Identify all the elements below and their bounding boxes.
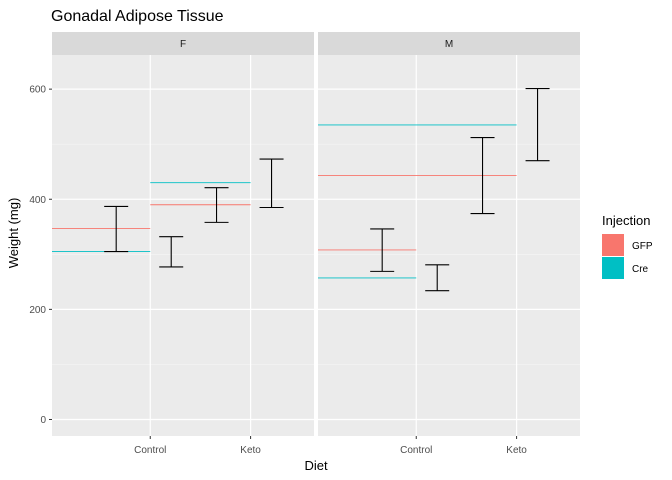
panel-background: [318, 55, 580, 436]
chart-title: Gonadal Adipose Tissue: [51, 8, 224, 25]
y-axis: 0 200 400 600: [29, 85, 52, 426]
facet-strip: [52, 32, 314, 55]
y-tick-label: 400: [29, 195, 46, 206]
y-axis-title: Weight (mg): [6, 198, 21, 269]
legend-swatch-cre: [602, 257, 624, 279]
legend-title: Injection: [602, 213, 650, 228]
panel-background: [52, 55, 314, 436]
x-tick-label: Keto: [506, 445, 527, 456]
errorbar-control-gfp: [104, 205, 129, 253]
errorbar-control-cre: [425, 264, 450, 292]
panels-group: F Control Keto M Control Keto: [52, 32, 580, 456]
facet-label: M: [445, 39, 453, 50]
facet-strip: [318, 32, 580, 55]
y-tick-label: 600: [29, 85, 46, 96]
facet-label: F: [180, 39, 186, 50]
legend-label-gfp: GFP: [632, 241, 653, 252]
errorbar-keto-cre: [259, 158, 284, 209]
legend-swatch-gfp: [602, 234, 624, 256]
panel-M: M Control Keto: [318, 32, 580, 456]
x-tick-label: Control: [400, 445, 432, 456]
errorbar-keto-cre: [525, 88, 550, 162]
legend: GFP Cre: [602, 234, 653, 279]
x-tick-label: Control: [134, 445, 166, 456]
panel-F: F Control Keto: [52, 32, 314, 456]
errorbar-keto-gfp: [204, 187, 229, 223]
x-tick-label: Keto: [240, 445, 261, 456]
y-tick-label: 200: [29, 305, 46, 316]
y-tick-label: 0: [40, 415, 46, 426]
legend-label-cre: Cre: [632, 264, 649, 275]
x-axis-title: Diet: [304, 458, 328, 473]
errorbar-control-gfp: [370, 228, 395, 272]
errorbar-keto-gfp: [470, 137, 495, 215]
errorbar-control-cre: [159, 236, 184, 268]
